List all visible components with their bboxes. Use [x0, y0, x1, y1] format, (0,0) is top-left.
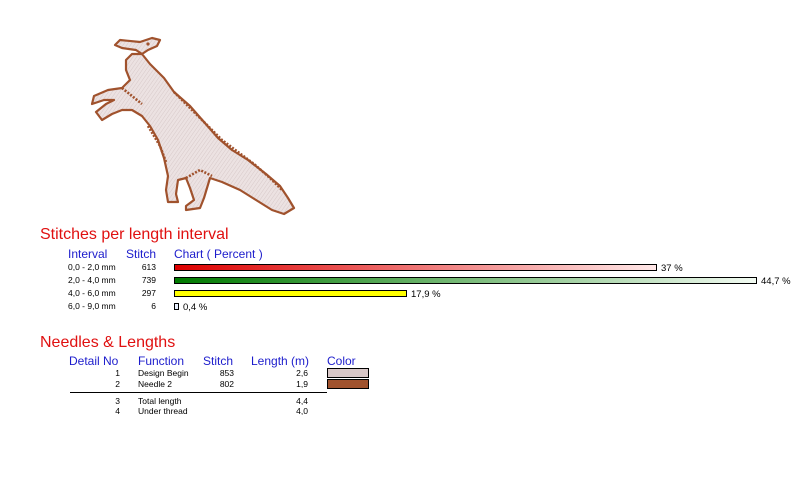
- detail-no: 1: [115, 368, 120, 378]
- design-preview: [90, 36, 296, 216]
- total-function: Under thread: [138, 406, 188, 416]
- total-length: 4,0: [296, 406, 308, 416]
- interval-header: Interval: [68, 247, 108, 261]
- needles-section-title: Needles & Lengths: [40, 334, 176, 351]
- color-header: Color: [327, 354, 356, 368]
- interval-stitch-count: 739: [141, 275, 156, 285]
- percent-bar: [174, 264, 657, 271]
- percent-bar: [174, 303, 179, 310]
- interval-label: 0,0 - 2,0 mm: [68, 262, 116, 272]
- detail-no: 3: [115, 396, 120, 406]
- interval-label: 4,0 - 6,0 mm: [68, 288, 116, 298]
- percent-bar: [174, 277, 757, 284]
- total-function: Total length: [138, 396, 182, 406]
- needle-stitch: 802: [219, 379, 234, 389]
- color-swatch: [327, 368, 369, 378]
- interval-label: 2,0 - 4,0 mm: [68, 275, 116, 285]
- totals-divider: [70, 392, 327, 393]
- detail-no: 4: [115, 406, 120, 416]
- interval-stitch-count: 6: [151, 301, 156, 311]
- percent-label: 0,4 %: [183, 302, 208, 313]
- needle-length: 1,9: [296, 379, 308, 389]
- function-header: Function: [138, 354, 185, 368]
- length-header: Length (m): [251, 354, 310, 368]
- percent-bar: [174, 290, 407, 297]
- needle-stitch-header: Stitch: [203, 354, 234, 368]
- stitches-section-title: Stitches per length interval: [40, 226, 229, 243]
- interval-label: 6,0 - 9,0 mm: [68, 301, 116, 311]
- stitch-header: Stitch: [126, 247, 157, 261]
- interval-stitch-count: 613: [141, 262, 156, 272]
- percent-label: 44,7 %: [761, 276, 791, 287]
- needle-length: 2,6: [296, 368, 308, 378]
- color-swatch: [327, 379, 369, 389]
- percent-label: 17,9 %: [411, 289, 441, 300]
- percent-label: 37 %: [661, 263, 683, 274]
- function-name: Needle 2: [138, 379, 173, 389]
- needle-stitch: 853: [219, 368, 234, 378]
- total-length: 4,4: [296, 396, 308, 406]
- interval-stitch-count: 297: [141, 288, 156, 298]
- detail-no-header: Detail No: [69, 354, 119, 368]
- chart-header: Chart ( Percent ): [174, 247, 263, 261]
- detail-no: 2: [115, 379, 120, 389]
- function-name: Design Begin: [138, 368, 189, 378]
